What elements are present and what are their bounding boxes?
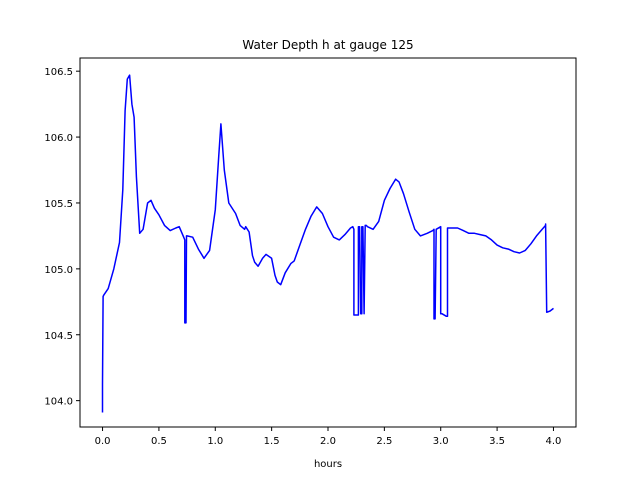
- x-tick-label: 4.0: [546, 436, 562, 447]
- y-tick-label: 105.5: [44, 199, 73, 210]
- y-tick-label: 106.5: [44, 67, 73, 78]
- series-line-1: [101, 74, 554, 413]
- x-tick-label: 1.5: [264, 436, 280, 447]
- y-tick-label: 104.0: [44, 397, 73, 408]
- series-layer: [101, 74, 554, 413]
- x-tick-label: 3.0: [433, 436, 449, 447]
- chart-title: Water Depth h at gauge 125: [242, 38, 413, 52]
- x-axis-label: hours: [314, 459, 342, 470]
- x-tick-label: 1.0: [207, 436, 223, 447]
- x-tick-label: 0.0: [95, 436, 111, 447]
- y-tick-label: 106.0: [44, 133, 73, 144]
- y-axis-ticks: 104.0 104.5 105.0 105.5 106.0 106.5: [44, 67, 80, 408]
- y-tick-label: 104.5: [44, 331, 73, 342]
- x-tick-label: 3.5: [489, 436, 505, 447]
- x-tick-label: 2.5: [376, 436, 392, 447]
- x-axis-ticks: 0.0 0.5 1.0 1.5 2.0 2.5 3.0 3.5 4.0: [95, 427, 562, 447]
- y-tick-label: 105.0: [44, 265, 73, 276]
- x-tick-label: 2.0: [320, 436, 336, 447]
- x-tick-label: 0.5: [151, 436, 167, 447]
